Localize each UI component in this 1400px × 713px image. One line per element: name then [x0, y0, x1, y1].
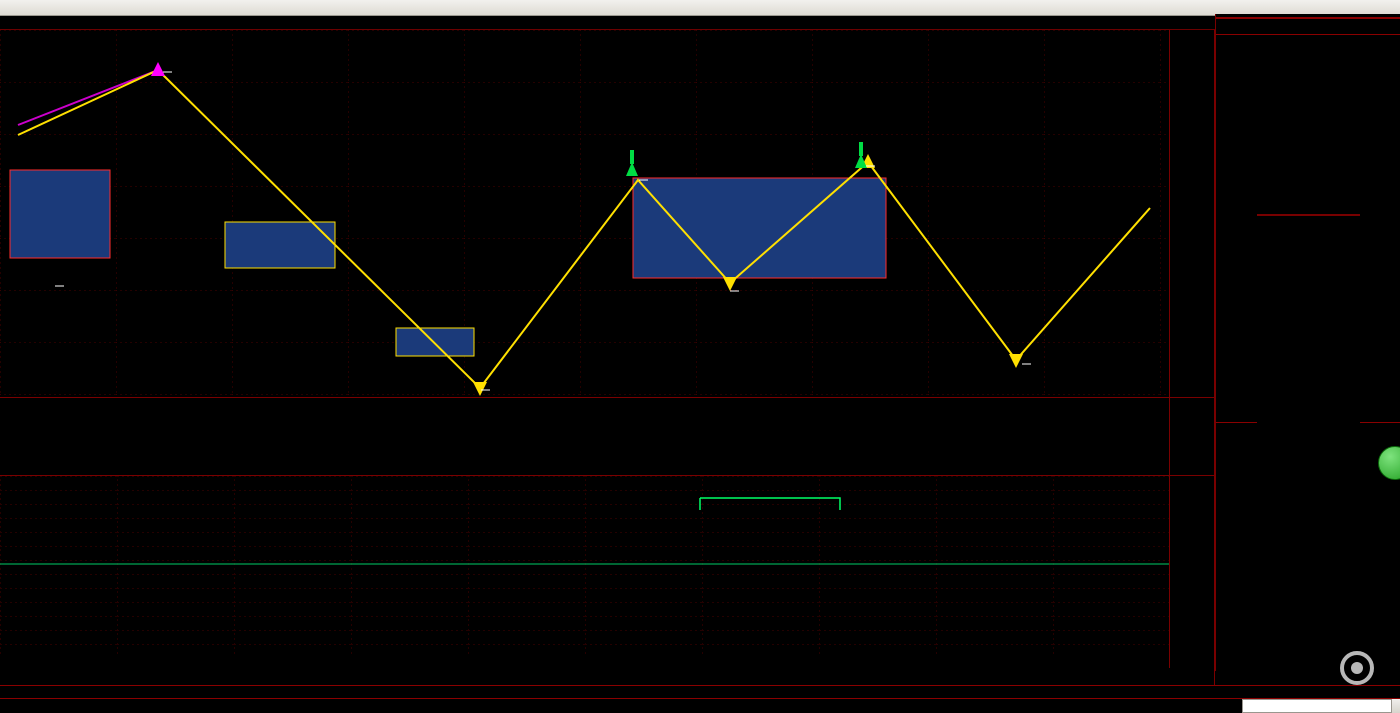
- news-ticker[interactable]: [0, 699, 1242, 713]
- kline-plot[interactable]: [0, 30, 1169, 397]
- search-input[interactable]: [1242, 699, 1392, 713]
- minichart-price-axis: [1216, 35, 1256, 422]
- current-price-row: [1216, 18, 1400, 35]
- quote-table: [1216, 17, 1400, 18]
- kline-pane[interactable]: [0, 30, 1214, 398]
- macd-axis: [1169, 476, 1214, 668]
- minichart-percent-axis: [1360, 35, 1400, 422]
- main-menubar: [0, 0, 1400, 16]
- kline-svg: [0, 30, 1169, 397]
- kline-price-axis: [1169, 30, 1214, 397]
- current-price-label: [1216, 19, 1256, 34]
- macd-plot[interactable]: [0, 476, 1169, 668]
- minichart-svg: [1257, 35, 1360, 423]
- chart-area: [0, 30, 1215, 685]
- macd-pane[interactable]: [0, 476, 1214, 668]
- chart-subheader: [0, 16, 1400, 30]
- intraday-minichart[interactable]: [1216, 35, 1400, 423]
- current-price-value: [1256, 19, 1316, 34]
- volume-svg: [0, 398, 1169, 475]
- macd-svg: [0, 476, 1169, 654]
- volume-plot[interactable]: [0, 398, 1169, 475]
- current-date: [1316, 19, 1400, 34]
- time-axis: [0, 671, 1214, 685]
- volume-pane[interactable]: [0, 398, 1214, 476]
- bottom-toolbar: [0, 699, 1400, 713]
- index-ticker-row: [0, 685, 1400, 699]
- floating-action-button[interactable]: [1378, 446, 1400, 480]
- volume-axis: [1169, 398, 1214, 475]
- quote-panel: [1215, 14, 1400, 671]
- minichart-plot[interactable]: [1257, 35, 1360, 423]
